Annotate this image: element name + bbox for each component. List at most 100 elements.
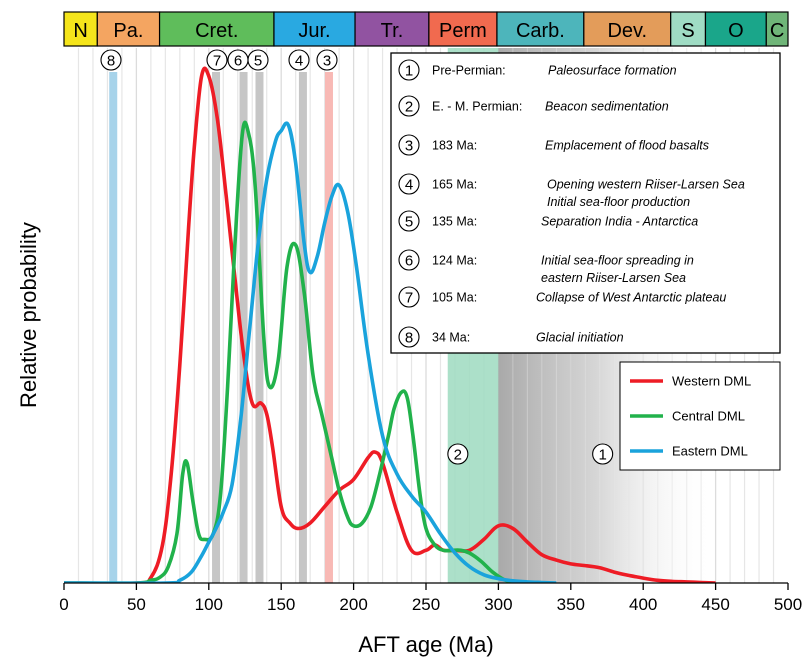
x-tick-label: 300 xyxy=(484,595,512,614)
event-number: 7 xyxy=(405,290,413,307)
period-box xyxy=(704,11,767,47)
event-number: 1 xyxy=(405,63,413,80)
event-entry-2: 2 E. - M. Permian: Beacon sedimentation xyxy=(398,95,669,117)
event-entry-5: 5 135 Ma: Separation India - Antarctica xyxy=(398,210,698,232)
x-tick-label: 50 xyxy=(127,595,146,614)
period-label: N xyxy=(73,20,87,42)
event-age: 105 Ma: xyxy=(432,291,477,305)
event-number: 4 xyxy=(405,177,413,194)
series-line-eastern-dml xyxy=(64,121,557,583)
event-description-2: Initial sea-floor production xyxy=(547,195,690,209)
marker-number: 8 xyxy=(107,53,115,70)
event-marker-3: 3 xyxy=(316,49,338,71)
x-tick-label: 150 xyxy=(267,595,295,614)
x-tick-label: 200 xyxy=(339,595,367,614)
period-label: C xyxy=(770,20,784,42)
period-label: Carb. xyxy=(516,20,565,42)
legend-entry-central-dml: Central DML xyxy=(630,409,745,424)
event-number: 2 xyxy=(405,99,413,116)
event-marker-8: 8 xyxy=(100,49,122,71)
period-box xyxy=(63,11,98,47)
period-label: Perm xyxy=(439,20,487,42)
event-description: Glacial initiation xyxy=(536,331,624,345)
event-age: 124 Ma: xyxy=(432,254,477,268)
event-description: Separation India - Antarctica xyxy=(541,215,698,229)
geologic-timescale-bar: N Pa. Cret. Jur. Tr. Perm Carb. Dev. S O C xyxy=(63,11,789,47)
event-entry-1: 1 Pre-Permian: Paleosurface formation xyxy=(398,59,677,81)
event-description-2: eastern Riiser-Larsen Sea xyxy=(541,271,686,285)
marker-number: 3 xyxy=(323,53,331,70)
period-box xyxy=(765,11,789,47)
period-box xyxy=(496,11,585,47)
event-band-6 xyxy=(239,72,248,583)
x-axis-title: AFT age (Ma) xyxy=(358,632,493,657)
period-box xyxy=(96,11,161,47)
event-number: 5 xyxy=(405,214,413,231)
event-band-5 xyxy=(255,72,264,583)
marker-number: 1 xyxy=(598,447,606,464)
event-description: Emplacement of flood basalts xyxy=(545,139,709,153)
y-axis-title: Relative probability xyxy=(16,222,41,408)
event-marker-5: 5 xyxy=(247,49,269,71)
x-tick-label: 100 xyxy=(195,595,223,614)
x-tick-label: 250 xyxy=(412,595,440,614)
period-box xyxy=(158,11,275,47)
event-marker-4: 4 xyxy=(288,49,310,71)
period-box xyxy=(273,11,356,47)
x-tick-label: 350 xyxy=(557,595,585,614)
event-age: E. - M. Permian: xyxy=(432,100,522,114)
event-description: Initial sea-floor spreading in xyxy=(541,254,694,268)
event-entry-3: 3 183 Ma: Emplacement of flood basalts xyxy=(398,134,709,156)
period-label: Tr. xyxy=(381,20,404,42)
event-description: Paleosurface formation xyxy=(548,64,677,78)
legend-label: Western DML xyxy=(672,374,751,389)
x-axis: 0 50 100 150 200 250 300 350 400 450 500 xyxy=(59,582,802,614)
event-number: 3 xyxy=(405,138,413,155)
marker-number: 6 xyxy=(234,53,242,70)
event-age: 135 Ma: xyxy=(432,215,477,229)
marker-number: 5 xyxy=(254,53,262,70)
series-line-western-dml xyxy=(64,66,716,583)
event-entry-6: 6 124 Ma: Initial sea-floor spreading in ea… xyxy=(398,249,694,285)
event-legend-box: 1 Pre-Permian: Paleosurface formation 2 E. -… xyxy=(390,52,781,354)
event-band-4 xyxy=(298,72,307,583)
legend-label: Central DML xyxy=(672,409,745,424)
curves xyxy=(64,66,716,583)
x-tick-label: 450 xyxy=(701,595,729,614)
event-age: 183 Ma: xyxy=(432,139,477,153)
period-label: Cret. xyxy=(195,20,238,42)
marker-number: 2 xyxy=(454,447,462,464)
period-label: Jur. xyxy=(298,20,330,42)
event-band-7 xyxy=(212,72,221,583)
x-tick-label: 400 xyxy=(629,595,657,614)
event-entry-4: 4 165 Ma: Opening western Riiser-Larsen Se… xyxy=(398,173,745,209)
x-tick-label: 500 xyxy=(774,595,802,614)
legend-entry-eastern-dml: Eastern DML xyxy=(630,444,748,459)
event-marker-7: 7 xyxy=(206,49,228,71)
event-band-8 xyxy=(109,72,118,583)
event-bands xyxy=(109,72,333,583)
period-label: Pa. xyxy=(113,20,143,42)
x-tick-label: 0 xyxy=(59,595,68,614)
zone-label-2: 2 xyxy=(447,443,469,465)
event-age: 34 Ma: xyxy=(432,331,470,345)
period-box xyxy=(428,11,498,47)
event-marker-6: 6 xyxy=(227,49,249,71)
legend-label: Eastern DML xyxy=(672,444,748,459)
period-label: S xyxy=(681,20,694,42)
event-description: Beacon sedimentation xyxy=(545,100,669,114)
event-entry-7: 7 105 Ma: Collapse of West Antarctic plate… xyxy=(398,286,726,308)
event-band-3 xyxy=(324,72,333,583)
series-line-central-dml xyxy=(64,120,528,583)
period-label: O xyxy=(728,20,744,42)
zone-label-1: 1 xyxy=(592,443,614,465)
legend-entry-western-dml: Western DML xyxy=(630,374,751,389)
event-description: Collapse of West Antarctic plateau xyxy=(536,291,726,305)
period-label: Dev. xyxy=(607,20,647,42)
series-legend: Western DML Central DML Eastern DML xyxy=(619,361,781,471)
event-number: 8 xyxy=(405,330,413,347)
event-age: Pre-Permian: xyxy=(432,64,506,78)
marker-number: 4 xyxy=(295,53,303,70)
